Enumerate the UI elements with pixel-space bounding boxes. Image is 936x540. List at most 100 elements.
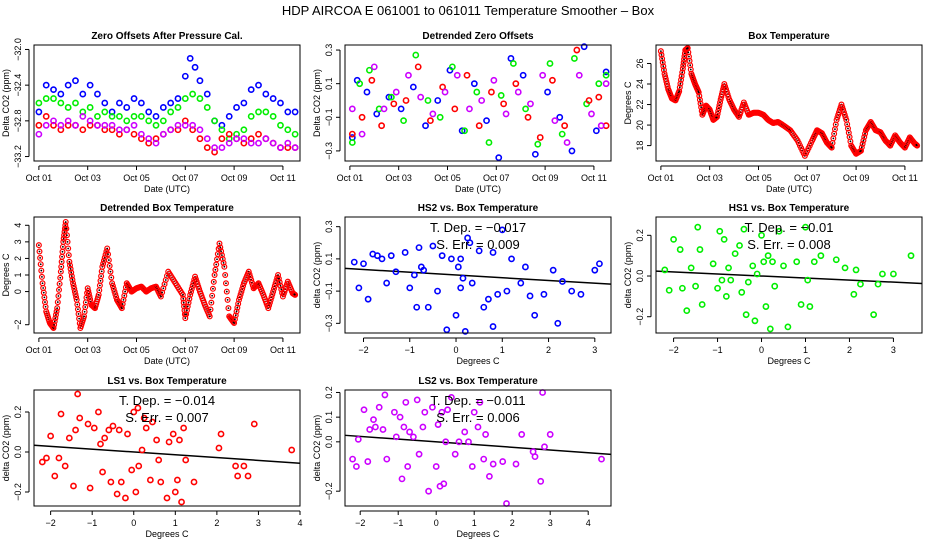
data-point	[402, 97, 410, 104]
data-point	[424, 303, 432, 311]
data-point	[429, 110, 437, 118]
data-point-core	[161, 291, 164, 294]
data-point	[914, 142, 921, 149]
data-point	[390, 408, 398, 416]
data-point-core	[183, 305, 185, 308]
data-point	[452, 311, 460, 319]
data-point	[718, 276, 726, 284]
data-point	[857, 147, 864, 154]
data-point	[174, 95, 182, 102]
data-point	[38, 273, 45, 280]
x-tick-label: Oct 09	[221, 173, 248, 183]
data-point-core	[212, 281, 215, 283]
data-point-core	[688, 55, 690, 58]
x-tick-label: Oct 05	[123, 345, 150, 355]
data-point-core	[83, 310, 86, 313]
data-point	[444, 406, 451, 414]
data-point-core	[236, 306, 239, 309]
data-point	[35, 108, 43, 116]
y-tick-label: −2	[13, 320, 23, 330]
data-point-core	[68, 260, 71, 263]
data-point	[169, 430, 177, 438]
data-point-core	[120, 307, 123, 310]
data-point-core	[100, 270, 103, 273]
data-point	[595, 93, 603, 101]
data-point	[678, 73, 685, 80]
data-point	[137, 99, 145, 107]
data-point	[561, 122, 569, 130]
data-point	[178, 498, 185, 506]
data-point	[108, 121, 116, 129]
data-point	[94, 121, 101, 129]
x-tick-label: Oct 11	[892, 173, 918, 183]
y-tick-label: −33.2	[13, 145, 23, 168]
data-point	[764, 252, 772, 260]
x-axis-label: Date (UTC)	[455, 184, 501, 194]
data-point	[104, 245, 111, 252]
panel-title: Box Temperature	[748, 31, 830, 42]
data-point	[174, 104, 182, 111]
regression-line	[33, 444, 301, 464]
data-point-core	[186, 305, 189, 308]
data-point-core	[84, 306, 87, 308]
data-point	[485, 295, 492, 303]
data-point	[549, 266, 557, 274]
data-point	[495, 154, 503, 162]
data-point	[94, 112, 101, 120]
data-point	[537, 477, 545, 485]
data-point	[676, 246, 684, 253]
data-point-core	[181, 293, 184, 296]
data-point	[760, 258, 768, 266]
data-point	[277, 282, 284, 289]
x-tick-label: −1	[405, 345, 415, 355]
y-tick-label: −32.0	[13, 38, 23, 61]
data-point	[793, 258, 801, 266]
data-point-core	[163, 283, 166, 286]
panel-title: Zero Offsets After Pressure Cal.	[91, 31, 243, 42]
data-point-core	[698, 95, 701, 97]
x-axis: −2 −1 0 1 2 3 4 Degrees C	[355, 510, 591, 539]
data-point-core	[44, 305, 47, 308]
data-point	[551, 117, 559, 125]
x-tick-label: −1	[712, 345, 722, 355]
y-tick-label: 0.3	[324, 44, 334, 57]
x-tick-label: 1	[472, 518, 477, 528]
data-point	[480, 303, 488, 311]
data-point	[356, 80, 364, 88]
data-point	[371, 423, 379, 431]
data-point	[860, 137, 867, 144]
data-point	[370, 416, 377, 424]
data-point	[454, 263, 462, 271]
data-point	[519, 71, 527, 79]
data-point	[441, 88, 449, 96]
data-point	[549, 76, 556, 84]
data-point	[123, 117, 131, 125]
x-tick-label: 2	[214, 518, 219, 528]
data-point	[190, 478, 198, 486]
data-point	[602, 68, 610, 76]
data-point	[349, 455, 356, 463]
data-point	[716, 227, 724, 235]
data-point	[461, 127, 468, 135]
data-point	[385, 93, 393, 101]
data-point-core	[846, 123, 849, 126]
data-point	[90, 424, 98, 432]
data-point	[130, 408, 138, 416]
temp-dependence-label: T. Dep. = −0.014	[119, 393, 215, 408]
data-point	[585, 97, 593, 104]
data-point	[554, 319, 562, 327]
data-point	[181, 95, 189, 102]
data-point-core	[225, 290, 228, 293]
data-point	[575, 71, 583, 79]
data-point-core	[41, 276, 43, 278]
data-point	[714, 284, 721, 292]
data-point	[415, 450, 423, 458]
panel-title: LS1 vs. Box Temperature	[107, 376, 227, 387]
x-tick-label: 0	[454, 345, 459, 355]
x-tick-label: 3	[891, 345, 896, 355]
data-point	[470, 80, 478, 88]
y-tick-label: −0.3	[324, 314, 334, 332]
data-point	[62, 218, 69, 225]
data-point	[159, 104, 167, 111]
